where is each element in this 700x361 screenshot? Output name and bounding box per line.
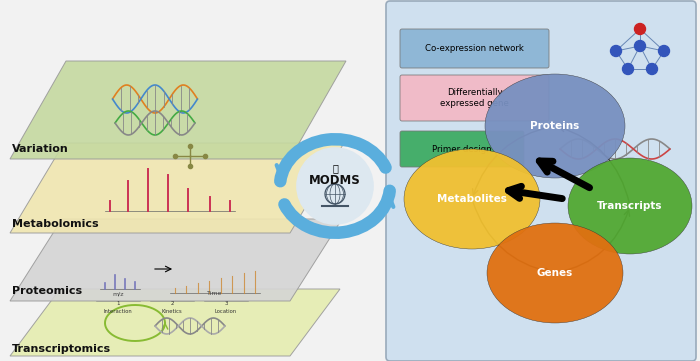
- Polygon shape: [10, 143, 344, 233]
- Ellipse shape: [485, 74, 625, 178]
- Circle shape: [622, 64, 634, 74]
- Text: Genes: Genes: [537, 268, 573, 278]
- Text: MODMS: MODMS: [309, 174, 361, 187]
- Text: Primer design: Primer design: [432, 144, 492, 153]
- Text: 2: 2: [170, 301, 174, 306]
- Text: Variation: Variation: [12, 144, 69, 154]
- Text: Transcripts: Transcripts: [597, 201, 663, 211]
- Text: Interaction: Interaction: [104, 309, 132, 314]
- Ellipse shape: [568, 158, 692, 254]
- Text: m/z: m/z: [112, 291, 124, 296]
- Text: Proteins: Proteins: [531, 121, 580, 131]
- Circle shape: [297, 148, 373, 224]
- Circle shape: [659, 45, 669, 57]
- Circle shape: [634, 40, 645, 52]
- Text: Metabolomics: Metabolomics: [12, 219, 99, 229]
- Text: 3: 3: [224, 301, 228, 306]
- FancyBboxPatch shape: [386, 1, 696, 361]
- Polygon shape: [10, 61, 346, 159]
- Circle shape: [647, 64, 657, 74]
- Text: Differentially
expressed gene: Differentially expressed gene: [440, 88, 509, 108]
- Ellipse shape: [404, 149, 540, 249]
- Text: Transcriptomics: Transcriptomics: [12, 344, 111, 354]
- Circle shape: [610, 45, 622, 57]
- Polygon shape: [10, 289, 340, 356]
- Text: Kinetics: Kinetics: [162, 309, 183, 314]
- FancyBboxPatch shape: [400, 131, 524, 167]
- Ellipse shape: [487, 223, 623, 323]
- Text: Proteomics: Proteomics: [12, 286, 82, 296]
- Polygon shape: [10, 219, 342, 301]
- Text: Time: Time: [207, 291, 223, 296]
- Text: Metabolites: Metabolites: [437, 194, 507, 204]
- Circle shape: [634, 23, 645, 35]
- Text: 1: 1: [116, 301, 120, 306]
- Text: Co-expression network: Co-expression network: [425, 44, 524, 53]
- Text: 🧬: 🧬: [332, 163, 338, 173]
- FancyBboxPatch shape: [400, 29, 549, 68]
- Text: Location: Location: [215, 309, 237, 314]
- FancyBboxPatch shape: [400, 75, 549, 121]
